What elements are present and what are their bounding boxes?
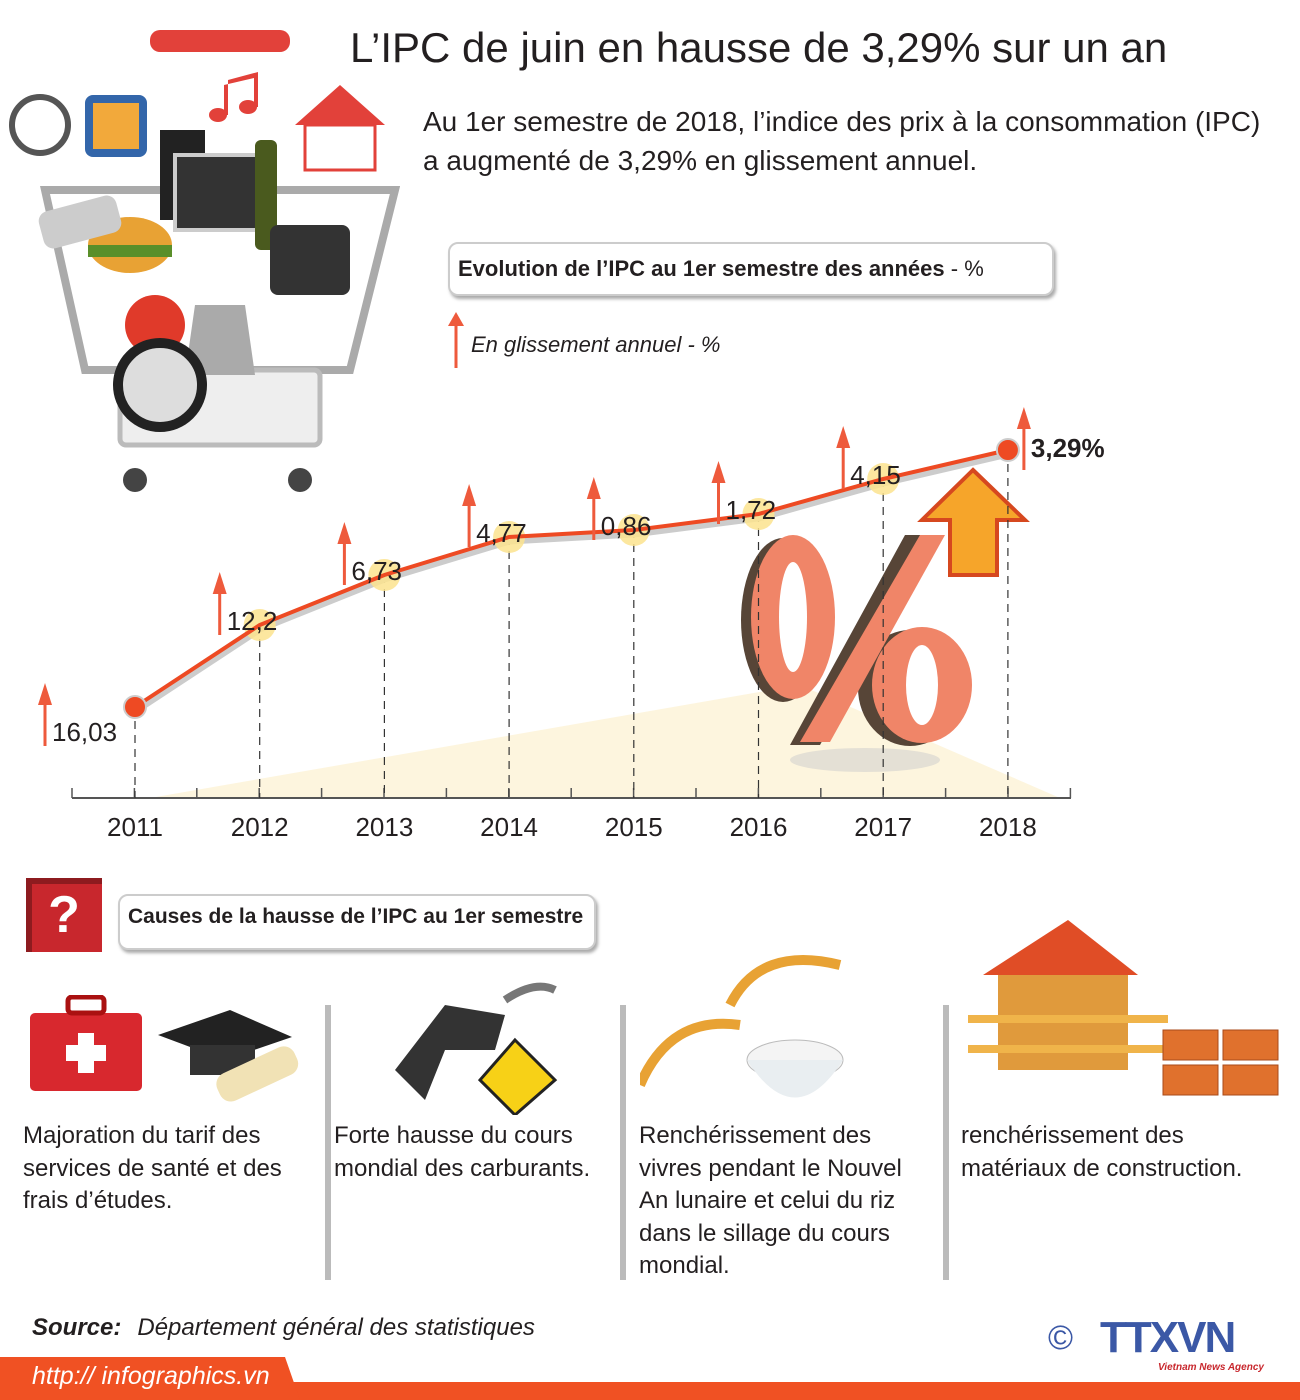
line-shadow (132, 448, 1009, 714)
x-tick-label: 2013 (355, 812, 413, 842)
cart-handle (150, 30, 290, 52)
kettle-icon (185, 305, 255, 375)
page-subtitle: Au 1er semestre de 2018, l’indice des pr… (423, 106, 1261, 176)
drop-lines (134, 450, 1009, 798)
arrow-up-icon (586, 477, 601, 499)
telephone-icon (270, 225, 350, 295)
arrow-up-icon (711, 461, 726, 483)
data-point (123, 695, 147, 719)
x-tick-label: 2011 (107, 812, 163, 842)
data-points: 16,03 12,2 6,73 4,77 0,86 1,72 4,15 3,29% (38, 407, 1105, 747)
x-tick-label: 2014 (480, 812, 538, 842)
value-label: 4,77 (476, 518, 527, 548)
graduation-cap-icon (158, 1010, 299, 1102)
cause-construction: renchérissement des matériaux de constru… (961, 1122, 1243, 1182)
value-label: 4,15 (850, 460, 901, 490)
chart-title: Evolution de l’IPC au 1er semestre des a… (458, 256, 945, 281)
line-chart: 2011 2012 2013 2014 2015 2016 2017 2018 16,03 12… (38, 407, 1105, 842)
first-aid-kit-icon (30, 995, 142, 1091)
tire-icon (113, 338, 207, 432)
arrow-up-icon (1016, 407, 1031, 429)
data-point (995, 438, 1020, 462)
arrow-up-icon (448, 312, 464, 368)
copyright-icon: © (1048, 1319, 1074, 1357)
chart-title-box: Evolution de l’IPC au 1er semestre des a… (448, 242, 1054, 296)
series-line (133, 448, 1009, 709)
tv-screen (93, 103, 139, 149)
source-label: Source: (32, 1314, 122, 1341)
arrow-up-icon (462, 484, 477, 506)
logo-text: TTXVN (1100, 1313, 1236, 1362)
divider (325, 1005, 331, 1280)
page-title: L’IPC de juin en hausse de 3,29% sur un … (350, 24, 1168, 71)
health-education-illustration (30, 995, 299, 1102)
arrow-up-icon (38, 683, 52, 705)
fuel-nozzle-icon (395, 982, 558, 1115)
arrow-up-icon (212, 572, 227, 594)
x-tick-label: 2018 (979, 812, 1037, 842)
x-axis: 2011 2012 2013 2014 2015 2016 2017 2018 (71, 788, 1072, 842)
house-body (303, 123, 377, 172)
value-label: 6,73 (351, 556, 402, 586)
cart-wheel (288, 468, 312, 492)
cart-basket (40, 186, 400, 374)
causes-title: Causes de la hausse de l’IPC au 1er seme… (118, 894, 596, 950)
burger-lettuce (88, 245, 172, 257)
champagne-bottle-icon (255, 140, 277, 250)
rice-bowl-icon (640, 955, 844, 1098)
value-label: 12,2 (227, 606, 278, 636)
website-link[interactable]: http:// infographics.vn (32, 1362, 270, 1390)
x-tick-label: 2016 (730, 812, 788, 842)
cause-fuel: Forte hausse du cours mondial des carbur… (334, 1122, 591, 1182)
percent-sign-illustration (741, 535, 972, 772)
legend-label: En glissement annuel - % (471, 332, 721, 357)
big-up-arrow-icon (917, 467, 1030, 577)
house-icon (295, 85, 385, 125)
cart-wheel (123, 468, 147, 492)
source-text: Département général des statistiques (137, 1314, 535, 1341)
value-label: 1,72 (726, 495, 777, 525)
stethoscope-icon (9, 94, 71, 156)
footer-bar (0, 1382, 1300, 1400)
pills-icon (38, 195, 122, 249)
footer-tab (0, 1357, 300, 1400)
x-tick-label: 2017 (854, 812, 912, 842)
x-tick-label: 2012 (231, 812, 289, 842)
question-icon: ? (26, 878, 102, 952)
value-label: 0,86 (601, 511, 652, 541)
house-bricks-icon (968, 920, 1279, 1096)
music-note-icon (209, 72, 258, 122)
legend: En glissement annuel - % (444, 312, 720, 376)
source: Source: Département général des statistiq… (32, 1314, 535, 1342)
value-label: 3,29% (1031, 433, 1105, 463)
arrow-up-icon (836, 426, 851, 448)
divider (943, 1005, 949, 1280)
shopping-cart-illustration (9, 30, 400, 492)
logo-subtitle: Vietnam News Agency (1158, 1362, 1264, 1373)
cause-health-education: Majoration du tarif des services de sant… (23, 1122, 282, 1214)
ttxvn-logo: © TTXVN Vietnam News Agency (1048, 1316, 1288, 1376)
cause-food: Renchérissement des vivres pendant le No… (639, 1122, 902, 1279)
chart-unit: - % (944, 256, 984, 281)
x-tick-label: 2015 (605, 812, 663, 842)
arrow-up-icon (337, 522, 352, 544)
divider (620, 1005, 626, 1280)
value-label: 16,03 (52, 717, 117, 747)
